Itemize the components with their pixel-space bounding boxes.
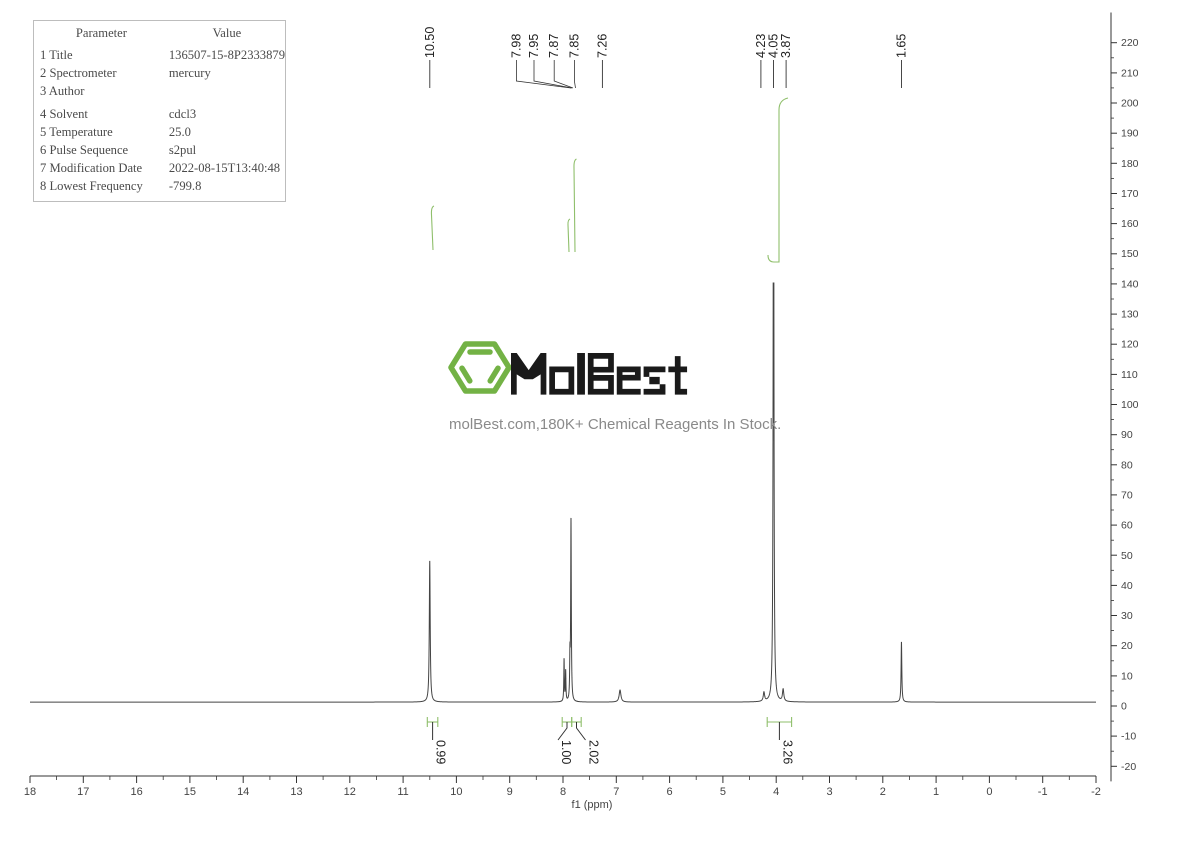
svg-text:18: 18 [24, 786, 36, 798]
svg-text:1.00: 1.00 [559, 740, 573, 764]
svg-text:170: 170 [1121, 188, 1139, 200]
svg-text:0.99: 0.99 [434, 740, 448, 764]
svg-text:0: 0 [1121, 701, 1127, 713]
svg-text:7: 7 [613, 786, 619, 798]
svg-text:7.95: 7.95 [527, 34, 541, 58]
svg-text:6: 6 [667, 786, 673, 798]
svg-text:5: 5 [720, 786, 726, 798]
svg-text:220: 220 [1121, 37, 1139, 49]
svg-text:140: 140 [1121, 278, 1139, 290]
svg-text:12: 12 [344, 786, 356, 798]
svg-text:70: 70 [1121, 489, 1133, 501]
svg-text:10: 10 [450, 786, 462, 798]
svg-text:7.87: 7.87 [547, 34, 561, 58]
svg-text:160: 160 [1121, 218, 1139, 230]
svg-text:17: 17 [77, 786, 89, 798]
svg-text:7.98: 7.98 [509, 34, 523, 58]
svg-text:130: 130 [1121, 309, 1139, 321]
svg-text:16: 16 [130, 786, 142, 798]
svg-text:7.85: 7.85 [567, 34, 581, 58]
svg-text:180: 180 [1121, 158, 1139, 170]
svg-text:molBest.com,180K+ Chemical Rea: molBest.com,180K+ Chemical Reagents In S… [449, 416, 781, 433]
svg-text:30: 30 [1121, 610, 1133, 622]
svg-text:1: 1 [933, 786, 939, 798]
svg-text:15: 15 [184, 786, 196, 798]
svg-text:13: 13 [290, 786, 302, 798]
svg-text:-20: -20 [1121, 761, 1136, 773]
svg-text:-2: -2 [1091, 786, 1101, 798]
svg-text:10: 10 [1121, 670, 1133, 682]
svg-text:20: 20 [1121, 640, 1133, 652]
svg-text:150: 150 [1121, 248, 1139, 260]
svg-text:14: 14 [237, 786, 249, 798]
svg-text:1.65: 1.65 [895, 34, 909, 58]
svg-text:f1 (ppm): f1 (ppm) [572, 799, 613, 811]
svg-text:90: 90 [1121, 429, 1133, 441]
svg-text:-1: -1 [1038, 786, 1048, 798]
svg-text:3: 3 [826, 786, 832, 798]
svg-text:60: 60 [1121, 520, 1133, 532]
svg-text:3.26: 3.26 [780, 740, 794, 764]
svg-text:11: 11 [397, 786, 408, 798]
svg-text:120: 120 [1121, 339, 1139, 351]
svg-text:8: 8 [560, 786, 566, 798]
svg-text:40: 40 [1121, 580, 1133, 592]
svg-text:10.50: 10.50 [423, 27, 437, 58]
svg-text:2: 2 [880, 786, 886, 798]
svg-text:200: 200 [1121, 98, 1139, 110]
svg-text:3.87: 3.87 [779, 34, 793, 58]
svg-text:50: 50 [1121, 550, 1133, 562]
svg-text:0: 0 [986, 786, 992, 798]
svg-text:4: 4 [773, 786, 779, 798]
svg-text:210: 210 [1121, 67, 1139, 79]
svg-text:7.26: 7.26 [595, 34, 609, 58]
svg-text:-10: -10 [1121, 731, 1136, 743]
svg-text:2.02: 2.02 [587, 740, 601, 764]
svg-text:110: 110 [1121, 369, 1138, 381]
svg-text:190: 190 [1121, 128, 1139, 140]
svg-text:9: 9 [507, 786, 513, 798]
svg-text:100: 100 [1121, 399, 1139, 411]
svg-text:80: 80 [1121, 459, 1133, 471]
